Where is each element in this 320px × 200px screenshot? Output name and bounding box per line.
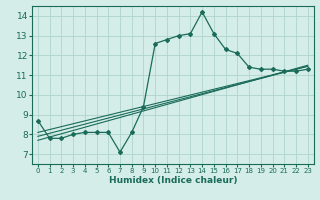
X-axis label: Humidex (Indice chaleur): Humidex (Indice chaleur): [108, 176, 237, 185]
